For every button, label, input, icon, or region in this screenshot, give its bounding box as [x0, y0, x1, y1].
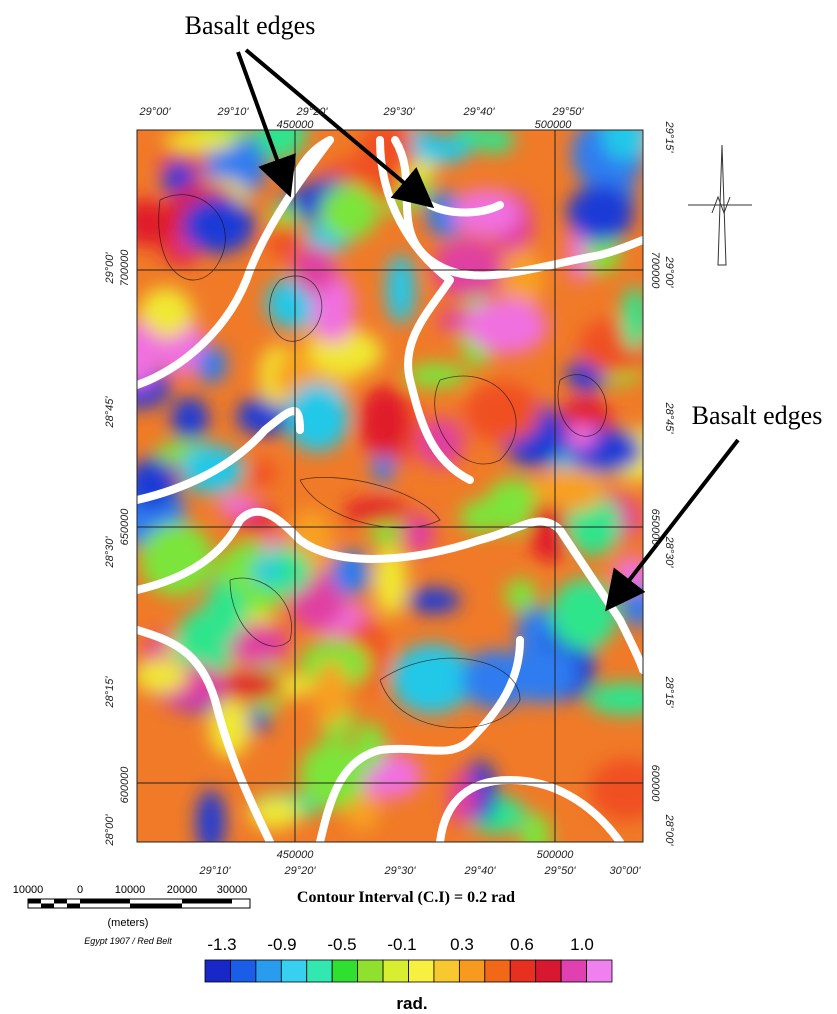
right-label: 29°15' [663, 121, 675, 154]
anomaly [621, 286, 648, 350]
colorbar-label: -0.9 [267, 935, 296, 954]
scale-label: 30000 [217, 884, 248, 896]
colorbar-label: -1.3 [207, 935, 236, 954]
right-label: 600000 [649, 765, 661, 803]
anomaly [196, 789, 225, 855]
contour-interval: Contour Interval (C.I) = 0.2 rad [297, 889, 515, 906]
colorbar-label: -0.5 [327, 935, 356, 954]
anomaly [218, 670, 284, 701]
anomaly [551, 578, 618, 649]
right-label: 29°00' [663, 256, 675, 289]
anomaly [358, 386, 410, 459]
latlon-label: 29°50' [552, 106, 585, 118]
right-label: 28°30' [663, 536, 675, 569]
anomaly [534, 468, 606, 511]
colorbar-swatch [358, 960, 383, 982]
right-label: 28°45' [663, 402, 675, 435]
bottom-label: 500000 [537, 849, 575, 861]
colorbar-swatch [434, 960, 459, 982]
anomaly [182, 196, 255, 253]
bottom-label: 29°30' [384, 865, 417, 877]
north-arrow [688, 145, 752, 265]
left-label: 28°15' [104, 676, 116, 709]
colorbar-swatch [281, 960, 306, 982]
colorbar-swatch [510, 960, 535, 982]
right-label: 650000 [649, 509, 661, 547]
anomaly [314, 661, 348, 726]
colorbar-label: 0.6 [510, 935, 534, 954]
anomaly [411, 136, 472, 164]
map-figure: Basalt edges Basalt edges 29°00' 29°10' 29°2… [0, 0, 837, 1014]
colorbar-swatch [332, 960, 357, 982]
anomaly [320, 184, 379, 240]
bottom-label: 450000 [277, 849, 315, 861]
annotation: Basalt edges [692, 401, 823, 430]
colorbar-swatch [459, 960, 484, 982]
bottom-label: 29°20' [284, 865, 317, 877]
right-label: 28°00' [663, 814, 675, 847]
colorbar-swatch [409, 960, 434, 982]
left-label: 28°00' [104, 814, 116, 847]
left-label: 650000 [119, 508, 131, 546]
anomaly [343, 499, 408, 524]
latlon-label: 29°00' [139, 106, 172, 118]
scale-bar [28, 899, 250, 908]
scale-label: 10000 [13, 884, 44, 896]
left-label: 700000 [119, 249, 131, 287]
left-label: 28°45' [104, 396, 116, 429]
anomaly [126, 458, 177, 509]
left-label: 29°00' [104, 252, 116, 285]
annotation: Basalt edges [185, 11, 316, 40]
colorbar-swatch [383, 960, 408, 982]
colorbar-swatch [205, 960, 230, 982]
anomaly [586, 682, 666, 715]
anomaly [462, 301, 545, 348]
colorbar-label: 0.3 [450, 935, 474, 954]
left-label: 600000 [119, 766, 131, 804]
bottom-label: 30°00' [610, 865, 642, 877]
anomaly [579, 318, 656, 375]
colorbar-swatch [587, 960, 612, 982]
bottom-label: 29°40' [464, 865, 497, 877]
colorbar-swatch [230, 960, 255, 982]
anomaly [460, 500, 498, 534]
colorbar-unit: rad. [396, 994, 427, 1013]
scale-label: 0 [77, 884, 83, 896]
right-label: 28°15' [663, 676, 675, 709]
bottom-label: 29°10' [199, 865, 232, 877]
colorbar-swatch [561, 960, 586, 982]
right-label: 700000 [649, 252, 661, 290]
bottom-label: 29°50' [544, 865, 577, 877]
anomaly [134, 659, 188, 692]
scale-label: 20000 [167, 884, 198, 896]
easting-label: 500000 [535, 119, 573, 131]
latlon-label: 29°10' [217, 106, 250, 118]
anomaly [505, 579, 537, 612]
colorbar-swatch [536, 960, 561, 982]
colorbar-swatch [307, 960, 332, 982]
scale-label: 10000 [115, 884, 146, 896]
anomaly [403, 513, 434, 555]
colorbar-swatch [256, 960, 281, 982]
colorbar-label: -0.1 [387, 935, 416, 954]
anomaly [164, 130, 235, 151]
anomaly [251, 560, 284, 581]
scale-unit: (meters) [108, 917, 149, 929]
anomaly [407, 588, 460, 613]
easting-label: 450000 [277, 119, 315, 131]
anomaly [248, 460, 276, 487]
anomaly [567, 185, 634, 243]
contour-map [111, 100, 677, 859]
anomaly [171, 397, 208, 439]
latlon-label: 29°20' [296, 106, 329, 118]
colorbar [205, 960, 612, 982]
colorbar-label: 1.0 [570, 935, 594, 954]
anomaly [391, 644, 473, 714]
datum: Egypt 1907 / Red Belt [84, 936, 172, 946]
left-label: 28°30' [104, 536, 116, 569]
latlon-label: 29°40' [463, 106, 496, 118]
latlon-label: 29°30' [383, 106, 416, 118]
colorbar-swatch [485, 960, 510, 982]
anomaly [386, 255, 416, 324]
